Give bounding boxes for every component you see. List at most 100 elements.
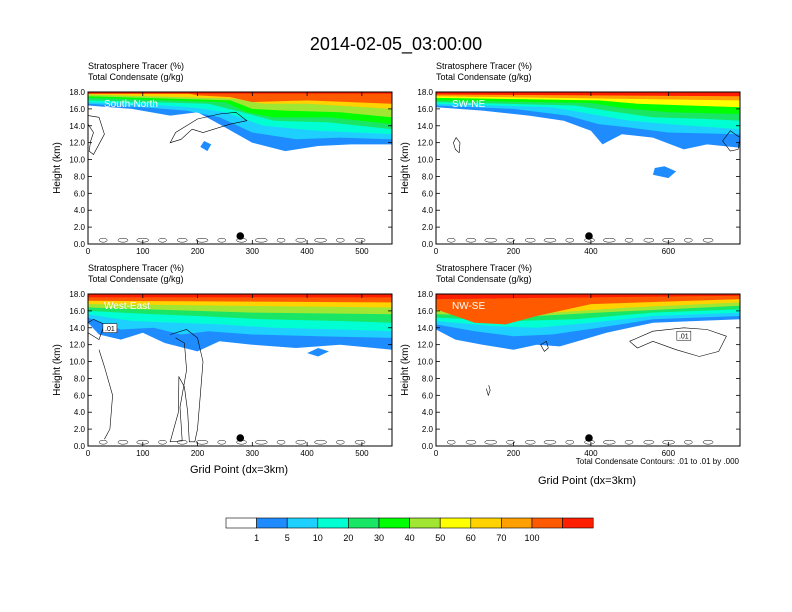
y-tick-label: 0.0 bbox=[74, 442, 86, 451]
y-tick-label: 12.0 bbox=[69, 139, 85, 148]
y-tick-label: 6.0 bbox=[422, 189, 434, 198]
panel-nw-se: Stratosphere Tracer (%)Total Condensate … bbox=[400, 263, 741, 458]
panel-name: South-North bbox=[104, 99, 158, 110]
surface-cloud-contour bbox=[336, 237, 345, 243]
y-tick-label: 10.0 bbox=[69, 358, 85, 367]
colorbar-label: 40 bbox=[405, 533, 415, 543]
y-tick-label: 14.0 bbox=[69, 324, 85, 333]
surface-cloud-contour bbox=[684, 439, 693, 445]
contour-label: .01 bbox=[105, 326, 115, 333]
panel-west-east: Stratosphere Tracer (%)Total Condensate … bbox=[52, 263, 393, 458]
tracer-contour-fill bbox=[652, 166, 677, 179]
surface-cloud-contour bbox=[524, 237, 536, 243]
surface-cloud-contour bbox=[684, 237, 693, 243]
y-tick-label: 12.0 bbox=[417, 341, 433, 350]
y-tick-label: 10.0 bbox=[417, 156, 433, 165]
colorbar-swatch bbox=[439, 517, 472, 529]
colorbar-swatch bbox=[409, 517, 441, 529]
condensate-contour-line bbox=[169, 329, 204, 443]
tracer-contour-fill bbox=[436, 294, 740, 325]
colorbar-label: 60 bbox=[466, 533, 476, 543]
surface-cloud-contour bbox=[314, 439, 327, 445]
surface-cloud-contour bbox=[217, 439, 227, 445]
surface-cloud-contour bbox=[702, 439, 714, 445]
tracer-contour-fill bbox=[181, 92, 392, 104]
colorbar-swatch bbox=[256, 517, 288, 529]
y-tick-label: 2.0 bbox=[422, 223, 434, 232]
surface-cloud-contour bbox=[484, 237, 497, 243]
x-tick-label: 600 bbox=[662, 247, 676, 256]
x-tick-label: 0 bbox=[434, 247, 439, 256]
x-tick-label: 400 bbox=[584, 449, 598, 458]
panel-header-tracer: Stratosphere Tracer (%) bbox=[88, 61, 184, 71]
condensate-contours bbox=[88, 111, 366, 243]
x-axis-label-right: Grid Point (dx=3km) bbox=[538, 475, 636, 487]
y-tick-label: 18.0 bbox=[69, 290, 85, 299]
tracer-contour-fill bbox=[307, 348, 329, 357]
colorbar-label: 20 bbox=[343, 533, 353, 543]
panel-header-condensate: Total Condensate (g/kg) bbox=[88, 72, 184, 82]
y-tick-label: 4.0 bbox=[422, 206, 434, 215]
x-tick-label: 200 bbox=[507, 449, 521, 458]
panel-sw-ne: Stratosphere Tracer (%)Total Condensate … bbox=[400, 61, 741, 256]
y-tick-label: 12.0 bbox=[69, 341, 85, 350]
colorbar-swatch bbox=[531, 517, 563, 529]
y-tick-label: 4.0 bbox=[74, 206, 86, 215]
panel-header-tracer: Stratosphere Tracer (%) bbox=[88, 263, 184, 273]
surface-cloud-contour bbox=[217, 237, 227, 243]
condensate-contours bbox=[88, 318, 366, 445]
y-tick-label: 8.0 bbox=[422, 374, 434, 383]
surface-cloud-contour bbox=[565, 237, 575, 243]
x-tick-label: 0 bbox=[434, 449, 439, 458]
y-tick-label: 14.0 bbox=[417, 324, 433, 333]
y-tick-label: 18.0 bbox=[417, 290, 433, 299]
panel-header-tracer: Stratosphere Tracer (%) bbox=[436, 61, 532, 71]
surface-cloud-contour bbox=[603, 237, 616, 243]
condensate-contour-line bbox=[486, 385, 491, 397]
tracer-contour-fill bbox=[200, 141, 212, 152]
panel-header-condensate: Total Condensate (g/kg) bbox=[436, 274, 532, 284]
tracer-field bbox=[436, 92, 740, 179]
colorbar-label: 50 bbox=[435, 533, 445, 543]
x-tick-label: 100 bbox=[136, 449, 150, 458]
y-axis-label: Height (km) bbox=[52, 344, 63, 396]
y-axis-label: Height (km) bbox=[52, 142, 63, 194]
y-tick-label: 16.0 bbox=[69, 105, 85, 114]
x-tick-label: 500 bbox=[355, 247, 369, 256]
tracer-contour-fill bbox=[88, 294, 392, 298]
surface-cloud-contour bbox=[195, 439, 209, 445]
x-tick-label: 400 bbox=[300, 247, 314, 256]
surface-cloud-contour bbox=[506, 237, 515, 243]
y-tick-label: 12.0 bbox=[417, 139, 433, 148]
surface-cloud-contour bbox=[98, 439, 108, 445]
y-tick-label: 4.0 bbox=[74, 408, 86, 417]
colorbar-swatch bbox=[348, 517, 380, 529]
surface-cloud-contour bbox=[276, 237, 286, 243]
y-tick-label: 6.0 bbox=[74, 391, 86, 400]
x-tick-label: 0 bbox=[86, 449, 91, 458]
condensate-contour-line bbox=[629, 327, 727, 357]
tracer-contour-fill bbox=[436, 294, 740, 300]
surface-cloud-contour bbox=[158, 439, 167, 445]
colorbar-swatch bbox=[562, 517, 594, 529]
colorbar-label: 1 bbox=[254, 533, 259, 543]
panel-name: SW-NE bbox=[452, 99, 485, 110]
y-tick-label: 0.0 bbox=[422, 240, 434, 249]
surface-cloud-contour bbox=[354, 439, 366, 445]
surface-cloud-contour bbox=[354, 237, 366, 243]
plot-frame bbox=[87, 91, 393, 245]
y-tick-label: 2.0 bbox=[74, 223, 86, 232]
plot-frame bbox=[87, 293, 393, 447]
x-tick-label: 400 bbox=[584, 247, 598, 256]
contour-label: .01 bbox=[679, 334, 689, 341]
surface-cloud-contour bbox=[465, 439, 477, 445]
location-marker bbox=[236, 232, 245, 240]
x-axis-label-left: Grid Point (dx=3km) bbox=[190, 464, 288, 476]
colorbar-swatch bbox=[286, 517, 319, 529]
colorbar-label: 70 bbox=[496, 533, 506, 543]
surface-cloud-contour bbox=[158, 237, 167, 243]
colorbar-label: 10 bbox=[313, 533, 323, 543]
y-tick-label: 16.0 bbox=[417, 307, 433, 316]
x-tick-label: 0 bbox=[86, 247, 91, 256]
surface-cloud-contour bbox=[643, 439, 655, 445]
